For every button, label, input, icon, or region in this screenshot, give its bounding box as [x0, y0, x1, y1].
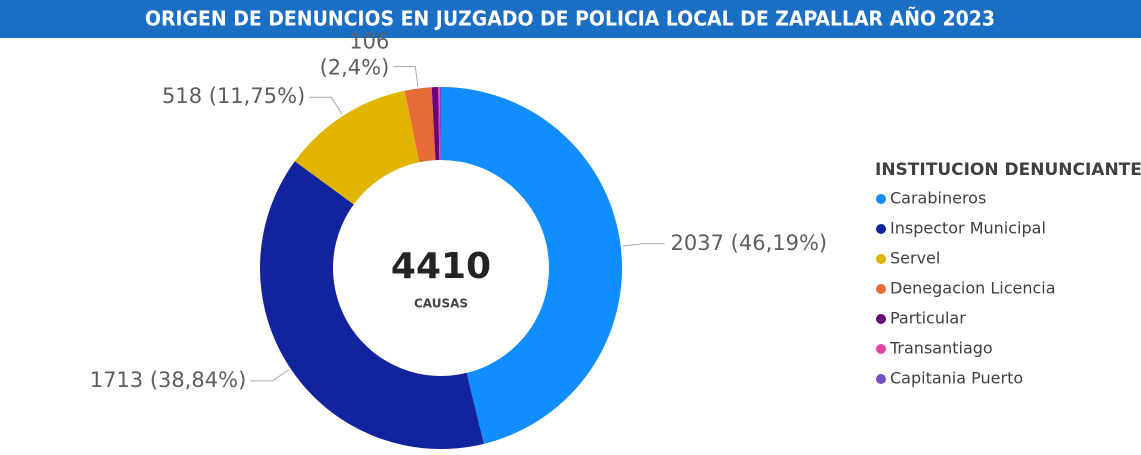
data-label: 518 (11,75%)	[162, 84, 305, 108]
center-value: 4410	[391, 246, 491, 287]
donut-slice	[431, 87, 440, 161]
legend-marker	[876, 344, 886, 354]
legend-label: Capitania Puerto	[890, 369, 1023, 388]
legend-marker	[876, 224, 886, 234]
legend-label: Denegacion Licencia	[890, 279, 1056, 298]
leader-line	[622, 243, 665, 247]
donut-slice	[260, 161, 484, 450]
legend-marker	[876, 374, 886, 384]
legend-label: Transantiago	[889, 339, 993, 358]
donut-slice	[404, 87, 436, 163]
leader-line	[393, 66, 419, 87]
data-label: 106 (2,4%)	[320, 30, 390, 80]
legend-marker	[876, 254, 886, 264]
legend-title: INSTITUCION DENUNCIANTE	[875, 160, 1141, 180]
donut-slice	[294, 90, 420, 205]
center-label: CAUSAS	[414, 297, 468, 311]
data-label: 1713 (38,84%)	[90, 368, 247, 392]
donut-slice	[438, 87, 441, 161]
legend-label: Inspector Municipal	[890, 219, 1046, 238]
legend-marker	[876, 314, 886, 324]
data-label-line: 106	[349, 30, 389, 54]
data-label-line: (2,4%)	[320, 56, 390, 80]
data-label: 2037 (46,19%)	[671, 231, 828, 255]
leader-line	[250, 369, 290, 382]
legend-label: Particular	[890, 309, 966, 328]
donut-slice	[439, 87, 441, 161]
legend-label: Carabineros	[890, 189, 986, 208]
chart-title: ORIGEN DE DENUNCIOS EN JUZGADO DE POLICI…	[145, 7, 995, 31]
legend-marker	[876, 284, 886, 294]
title-bar	[0, 0, 1141, 38]
leader-line	[309, 96, 343, 115]
donut-slice	[441, 87, 622, 444]
legend-marker	[876, 194, 886, 204]
legend-label: Servel	[890, 249, 940, 268]
